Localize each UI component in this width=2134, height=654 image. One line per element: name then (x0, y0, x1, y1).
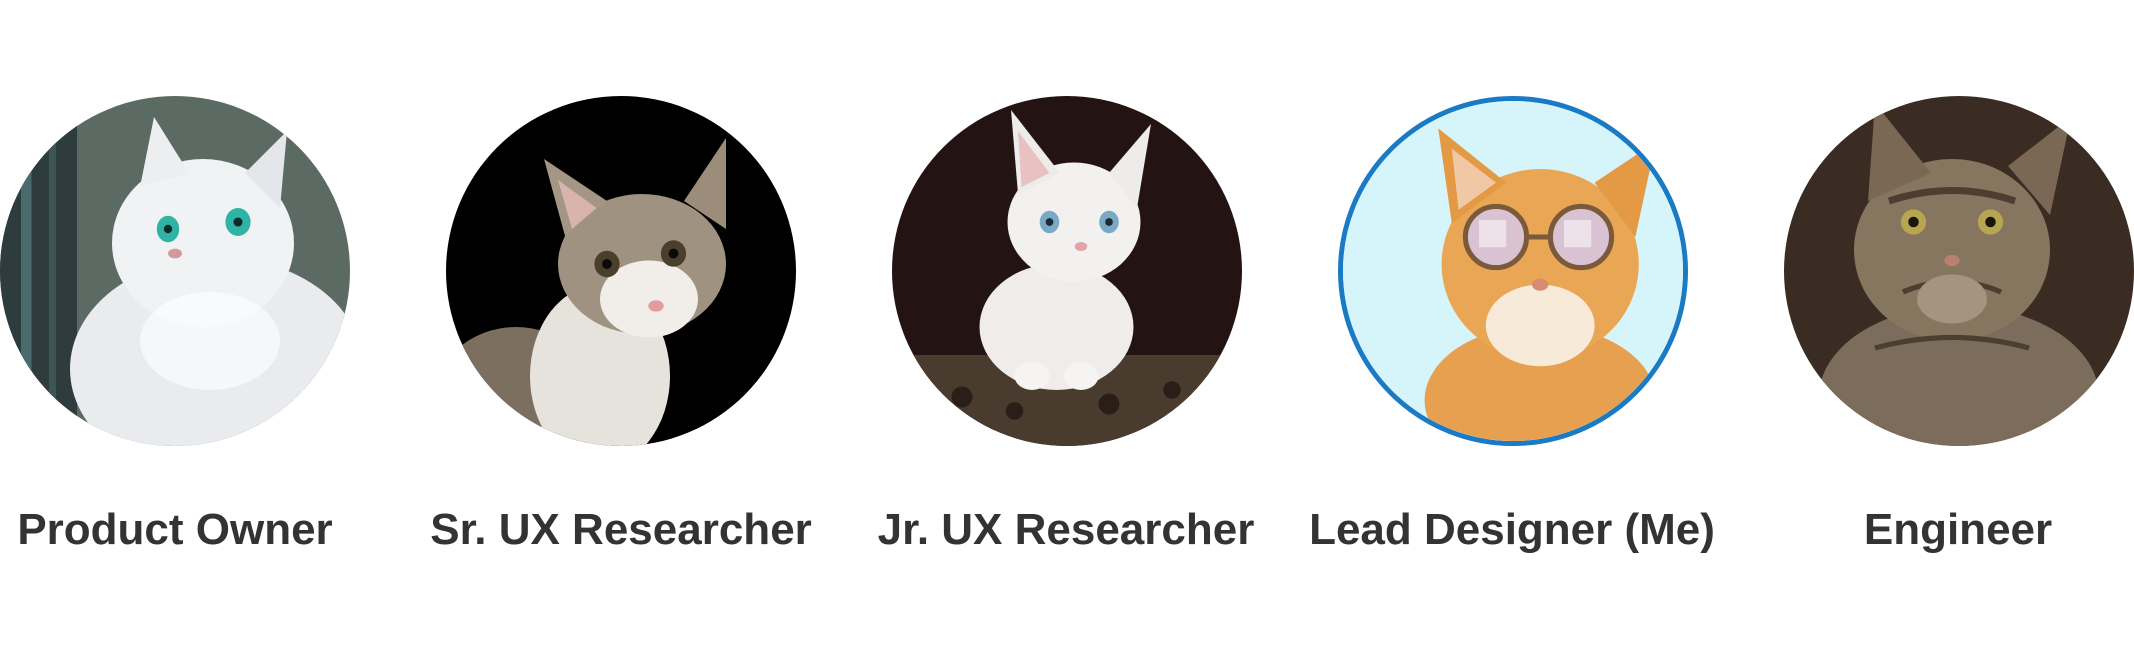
avatar-white-persian-cat (0, 96, 350, 446)
white-kitten-image (892, 96, 1242, 446)
team-member-lead-designer: Lead Designer (Me) (1282, 0, 1742, 654)
avatar-tabby-white-cat (446, 96, 796, 446)
avatar-tabby-cat (1784, 96, 2134, 446)
team-member-jr-ux-researcher: Jr. UX Researcher (836, 0, 1296, 654)
avatar-white-kitten (892, 96, 1242, 446)
member-role-label: Sr. UX Researcher (430, 505, 812, 554)
member-role-label: Product Owner (17, 505, 333, 554)
tabby-cat-image (1784, 96, 2134, 446)
member-role-label: Jr. UX Researcher (877, 505, 1255, 554)
team-member-sr-ux-researcher: Sr. UX Researcher (391, 0, 851, 654)
tabby-white-cat-image (446, 96, 796, 446)
team-member-engineer: Engineer (1728, 0, 2134, 654)
member-role-label: Lead Designer (Me) (1309, 505, 1715, 554)
orange-cat-sunglasses-image (1343, 101, 1683, 441)
member-role-label: Engineer (1863, 505, 2053, 554)
team-member-product-owner: Product Owner (0, 0, 405, 654)
white-persian-cat-image (0, 96, 350, 446)
avatar-orange-cat-sunglasses (1338, 96, 1688, 446)
